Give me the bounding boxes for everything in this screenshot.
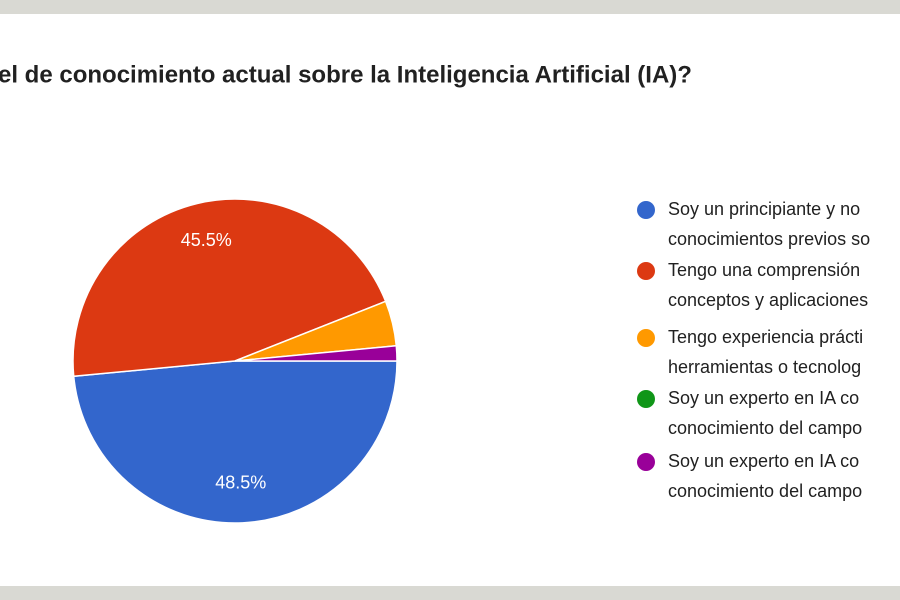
legend-label: Tengo una comprensión	[668, 260, 860, 280]
legend-swatch	[637, 329, 655, 347]
legend-label: Tengo experiencia prácti	[668, 327, 863, 347]
chart-title: el de conocimiento actual sobre la Intel…	[0, 61, 692, 88]
bottom-bar	[0, 586, 900, 600]
pie-slice	[72, 360, 398, 524]
slice-label: 45.5%	[181, 230, 232, 250]
legend-label: Soy un experto en IA co	[668, 451, 859, 471]
legend-label: conocimiento del campo	[668, 418, 862, 438]
legend-label: Soy un principiante y no	[668, 199, 860, 219]
slice-label: 48.5%	[215, 473, 266, 493]
legend-label: conocimientos previos so	[668, 229, 870, 249]
legend-label: herramientas o tecnolog	[668, 357, 861, 377]
legend-swatch	[637, 262, 655, 280]
pie-slice	[234, 344, 398, 362]
legend-swatch	[637, 390, 655, 408]
legend-swatch	[637, 453, 655, 471]
top-bar	[0, 0, 900, 14]
legend-swatch	[637, 201, 655, 219]
legend-label: conocimiento del campo	[668, 481, 862, 501]
legend-label: conceptos y aplicaciones	[668, 290, 868, 310]
legend-label: Soy un experto en IA co	[668, 388, 859, 408]
